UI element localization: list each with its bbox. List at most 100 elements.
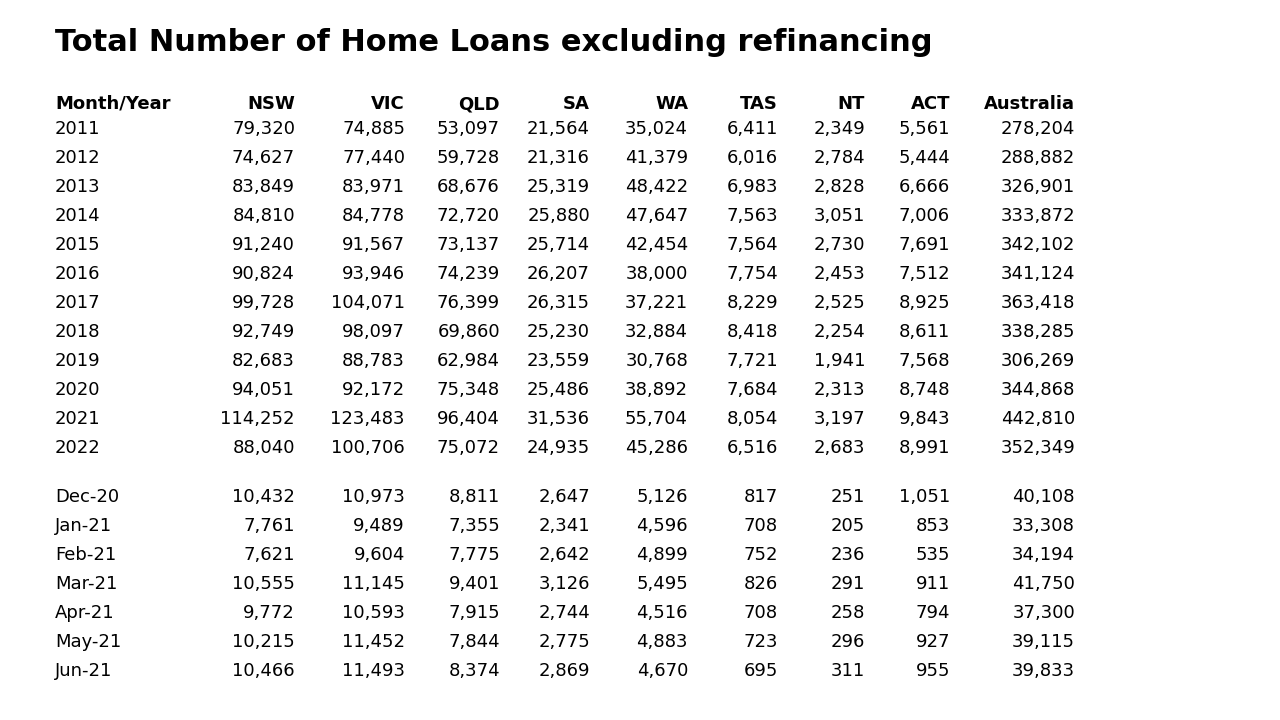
Text: 25,486: 25,486 [527, 381, 590, 399]
Text: 2016: 2016 [55, 265, 101, 283]
Text: 4,899: 4,899 [636, 546, 689, 564]
Text: 817: 817 [744, 488, 778, 506]
Text: Australia: Australia [984, 95, 1075, 113]
Text: 3,197: 3,197 [813, 410, 865, 428]
Text: 2,313: 2,313 [813, 381, 865, 399]
Text: 34,194: 34,194 [1012, 546, 1075, 564]
Text: 2,254: 2,254 [813, 323, 865, 341]
Text: 11,452: 11,452 [342, 633, 404, 651]
Text: 1,941: 1,941 [814, 352, 865, 370]
Text: ACT: ACT [910, 95, 950, 113]
Text: 288,882: 288,882 [1001, 149, 1075, 167]
Text: 2,525: 2,525 [813, 294, 865, 312]
Text: 8,991: 8,991 [899, 439, 950, 457]
Text: 68,676: 68,676 [438, 178, 500, 196]
Text: 2,647: 2,647 [539, 488, 590, 506]
Text: 7,684: 7,684 [727, 381, 778, 399]
Text: 99,728: 99,728 [232, 294, 294, 312]
Text: 535: 535 [915, 546, 950, 564]
Text: 2018: 2018 [55, 323, 101, 341]
Text: 826: 826 [744, 575, 778, 593]
Text: 21,316: 21,316 [527, 149, 590, 167]
Text: 2019: 2019 [55, 352, 101, 370]
Text: 45,286: 45,286 [625, 439, 689, 457]
Text: 53,097: 53,097 [436, 120, 500, 138]
Text: 83,849: 83,849 [232, 178, 294, 196]
Text: 5,126: 5,126 [636, 488, 689, 506]
Text: 6,983: 6,983 [727, 178, 778, 196]
Text: 7,512: 7,512 [899, 265, 950, 283]
Text: 6,411: 6,411 [727, 120, 778, 138]
Text: 2,349: 2,349 [813, 120, 865, 138]
Text: 2,775: 2,775 [539, 633, 590, 651]
Text: 11,145: 11,145 [342, 575, 404, 593]
Text: 695: 695 [744, 662, 778, 680]
Text: 84,810: 84,810 [233, 207, 294, 225]
Text: 2017: 2017 [55, 294, 101, 312]
Text: 2015: 2015 [55, 236, 101, 254]
Text: 96,404: 96,404 [438, 410, 500, 428]
Text: 79,320: 79,320 [232, 120, 294, 138]
Text: 39,833: 39,833 [1012, 662, 1075, 680]
Text: SA: SA [563, 95, 590, 113]
Text: 7,915: 7,915 [448, 604, 500, 622]
Text: 11,493: 11,493 [342, 662, 404, 680]
Text: 40,108: 40,108 [1012, 488, 1075, 506]
Text: 7,721: 7,721 [726, 352, 778, 370]
Text: 7,568: 7,568 [899, 352, 950, 370]
Text: 251: 251 [831, 488, 865, 506]
Text: VIC: VIC [371, 95, 404, 113]
Text: 9,604: 9,604 [353, 546, 404, 564]
Text: 344,868: 344,868 [1001, 381, 1075, 399]
Text: 2022: 2022 [55, 439, 101, 457]
Text: 9,772: 9,772 [243, 604, 294, 622]
Text: 2,784: 2,784 [813, 149, 865, 167]
Text: 42,454: 42,454 [625, 236, 689, 254]
Text: 25,319: 25,319 [527, 178, 590, 196]
Text: Total Number of Home Loans excluding refinancing: Total Number of Home Loans excluding ref… [55, 28, 933, 57]
Text: 2020: 2020 [55, 381, 101, 399]
Text: 8,374: 8,374 [448, 662, 500, 680]
Text: 77,440: 77,440 [342, 149, 404, 167]
Text: 2012: 2012 [55, 149, 101, 167]
Text: 955: 955 [915, 662, 950, 680]
Text: 73,137: 73,137 [436, 236, 500, 254]
Text: 2,869: 2,869 [539, 662, 590, 680]
Text: 5,561: 5,561 [899, 120, 950, 138]
Text: 306,269: 306,269 [1001, 352, 1075, 370]
Text: 21,564: 21,564 [527, 120, 590, 138]
Text: 352,349: 352,349 [1000, 439, 1075, 457]
Text: 7,564: 7,564 [726, 236, 778, 254]
Text: 2,453: 2,453 [813, 265, 865, 283]
Text: Mar-21: Mar-21 [55, 575, 118, 593]
Text: Dec-20: Dec-20 [55, 488, 119, 506]
Text: 1,051: 1,051 [899, 488, 950, 506]
Text: 10,555: 10,555 [232, 575, 294, 593]
Text: 41,379: 41,379 [625, 149, 689, 167]
Text: 94,051: 94,051 [232, 381, 294, 399]
Text: 10,215: 10,215 [232, 633, 294, 651]
Text: 205: 205 [831, 517, 865, 535]
Text: 7,761: 7,761 [243, 517, 294, 535]
Text: 7,355: 7,355 [448, 517, 500, 535]
Text: 911: 911 [915, 575, 950, 593]
Text: 30,768: 30,768 [625, 352, 689, 370]
Text: 291: 291 [831, 575, 865, 593]
Text: 59,728: 59,728 [436, 149, 500, 167]
Text: 23,559: 23,559 [527, 352, 590, 370]
Text: 6,666: 6,666 [899, 178, 950, 196]
Text: 33,308: 33,308 [1012, 517, 1075, 535]
Text: 311: 311 [831, 662, 865, 680]
Text: 296: 296 [831, 633, 865, 651]
Text: 5,495: 5,495 [636, 575, 689, 593]
Text: 72,720: 72,720 [436, 207, 500, 225]
Text: Feb-21: Feb-21 [55, 546, 116, 564]
Text: 9,401: 9,401 [448, 575, 500, 593]
Text: 88,040: 88,040 [233, 439, 294, 457]
Text: 363,418: 363,418 [1001, 294, 1075, 312]
Text: 4,516: 4,516 [636, 604, 689, 622]
Text: QLD: QLD [458, 95, 500, 113]
Text: 794: 794 [915, 604, 950, 622]
Text: 7,775: 7,775 [448, 546, 500, 564]
Text: 2011: 2011 [55, 120, 101, 138]
